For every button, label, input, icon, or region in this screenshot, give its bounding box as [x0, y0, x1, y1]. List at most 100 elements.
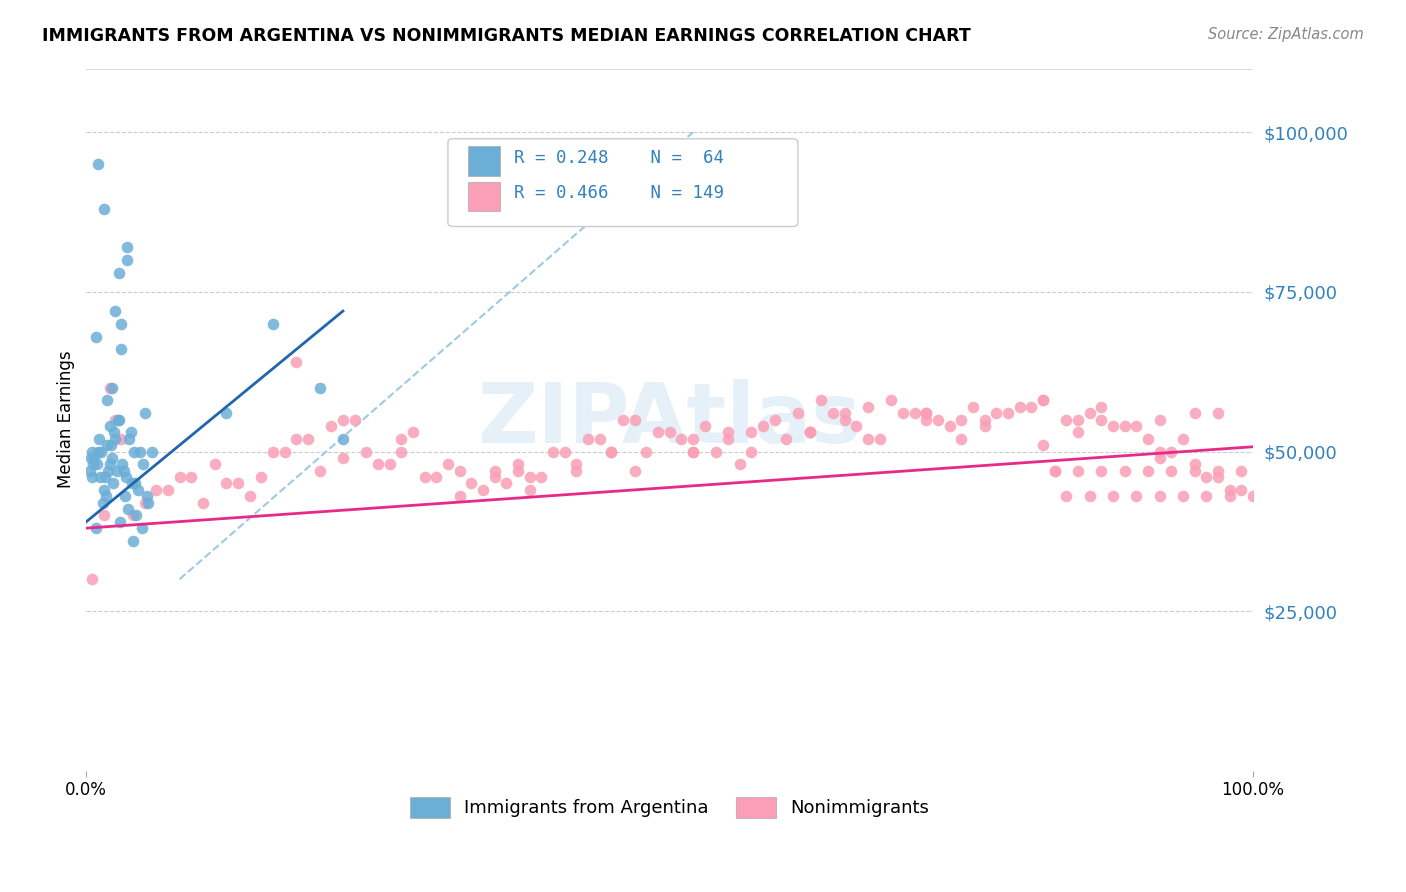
Point	[226, 476, 249, 491]
Point	[122, 533, 145, 548]
Point	[1090, 400, 1112, 414]
Point	[156, 483, 179, 497]
Point	[285, 355, 308, 369]
Point	[97, 464, 120, 478]
Point	[103, 425, 125, 440]
Point	[145, 483, 167, 497]
Point	[1149, 412, 1171, 426]
FancyBboxPatch shape	[449, 139, 797, 227]
Point	[763, 412, 786, 426]
Point	[83, 450, 105, 465]
Point	[810, 393, 832, 408]
Point	[354, 444, 377, 458]
Point	[1114, 419, 1136, 434]
Point	[623, 412, 645, 426]
Point	[1101, 489, 1123, 503]
Point	[89, 470, 111, 484]
Point	[136, 495, 159, 509]
Point	[554, 444, 576, 458]
Point	[752, 419, 775, 434]
Point	[98, 458, 121, 472]
Point	[122, 508, 145, 523]
Point	[869, 432, 891, 446]
Point	[101, 476, 124, 491]
Point	[82, 458, 104, 472]
Point	[378, 458, 401, 472]
Point	[728, 458, 751, 472]
Point	[1230, 464, 1253, 478]
Point	[308, 381, 330, 395]
Point	[834, 412, 856, 426]
Point	[94, 470, 117, 484]
Point	[588, 432, 610, 446]
Point	[98, 419, 121, 434]
Point	[191, 495, 214, 509]
Point	[856, 400, 879, 414]
Point	[1078, 406, 1101, 420]
Point	[110, 317, 132, 331]
Point	[927, 412, 949, 426]
Point	[915, 406, 938, 420]
Point	[111, 458, 134, 472]
Point	[449, 464, 471, 478]
Point	[484, 470, 506, 484]
Point	[132, 458, 155, 472]
Y-axis label: Median Earnings: Median Earnings	[58, 351, 75, 489]
Point	[87, 157, 110, 171]
Point	[134, 406, 156, 420]
Point	[1067, 464, 1090, 478]
Point	[101, 450, 124, 465]
Point	[717, 425, 740, 440]
Bar	[468, 146, 501, 176]
Point	[834, 406, 856, 420]
Point	[273, 444, 295, 458]
Point	[115, 240, 138, 254]
Point	[449, 489, 471, 503]
Point	[82, 470, 104, 484]
Point	[82, 444, 104, 458]
Point	[1206, 406, 1229, 420]
Point	[600, 444, 623, 458]
Point	[1090, 412, 1112, 426]
Bar	[468, 182, 501, 211]
Point	[96, 393, 118, 408]
Point	[124, 476, 146, 491]
Point	[169, 470, 191, 484]
Point	[519, 470, 541, 484]
Point	[950, 412, 973, 426]
Point	[1184, 458, 1206, 472]
Point	[799, 425, 821, 440]
Point	[115, 470, 138, 484]
Point	[91, 495, 114, 509]
Point	[100, 438, 122, 452]
Point	[108, 266, 131, 280]
Point	[693, 419, 716, 434]
Point	[98, 381, 121, 395]
Point	[799, 425, 821, 440]
Point	[1043, 464, 1066, 478]
Point	[636, 444, 658, 458]
Point	[118, 432, 141, 446]
Point	[565, 458, 588, 472]
Point	[96, 438, 118, 452]
Point	[1241, 489, 1264, 503]
Point	[1195, 489, 1218, 503]
Point	[915, 412, 938, 426]
Point	[80, 450, 103, 465]
Point	[125, 508, 148, 523]
Point	[114, 489, 136, 503]
Point	[962, 400, 984, 414]
Point	[1218, 489, 1240, 503]
Point	[658, 425, 681, 440]
Point	[565, 464, 588, 478]
Point	[623, 464, 645, 478]
Point	[1160, 464, 1182, 478]
Point	[799, 425, 821, 440]
Point	[1184, 406, 1206, 420]
Point	[84, 521, 107, 535]
Point	[506, 458, 529, 472]
Point	[1125, 489, 1147, 503]
Point	[484, 464, 506, 478]
Text: Source: ZipAtlas.com: Source: ZipAtlas.com	[1208, 27, 1364, 42]
Point	[120, 425, 142, 440]
